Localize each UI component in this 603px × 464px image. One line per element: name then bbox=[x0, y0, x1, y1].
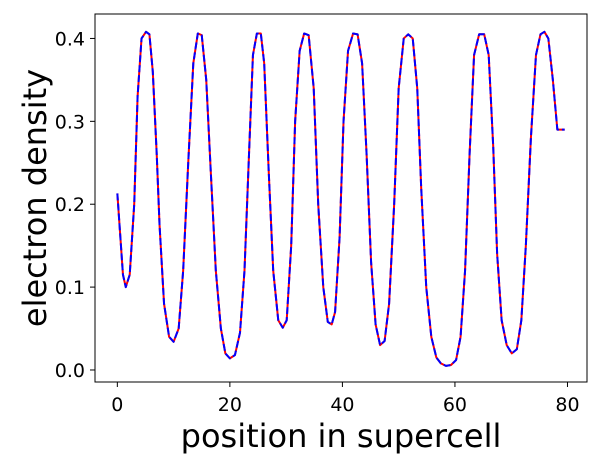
y-axis-label: electron density bbox=[16, 69, 54, 327]
x-axis-ticks: 0 20 40 60 80 bbox=[111, 382, 580, 416]
y-axis-ticks: 0.0 0.1 0.2 0.3 0.4 bbox=[55, 28, 95, 382]
axes-frame bbox=[94, 13, 588, 383]
x-tick-label: 0 bbox=[111, 394, 123, 416]
y-tick-label: 0.2 bbox=[55, 194, 85, 216]
series-line-blue-dashed bbox=[116, 30, 565, 367]
x-axis-label: position in supercell bbox=[181, 417, 502, 455]
plot-area bbox=[116, 30, 565, 367]
x-tick-label: 80 bbox=[555, 394, 579, 416]
y-tick-label: 0.3 bbox=[55, 111, 85, 133]
y-tick-label: 0.1 bbox=[55, 277, 85, 299]
x-tick-label: 60 bbox=[443, 394, 467, 416]
x-tick-label: 40 bbox=[330, 394, 354, 416]
x-tick-label: 20 bbox=[218, 394, 242, 416]
y-tick-label: 0.4 bbox=[55, 28, 85, 50]
y-tick-label: 0.0 bbox=[55, 360, 85, 382]
